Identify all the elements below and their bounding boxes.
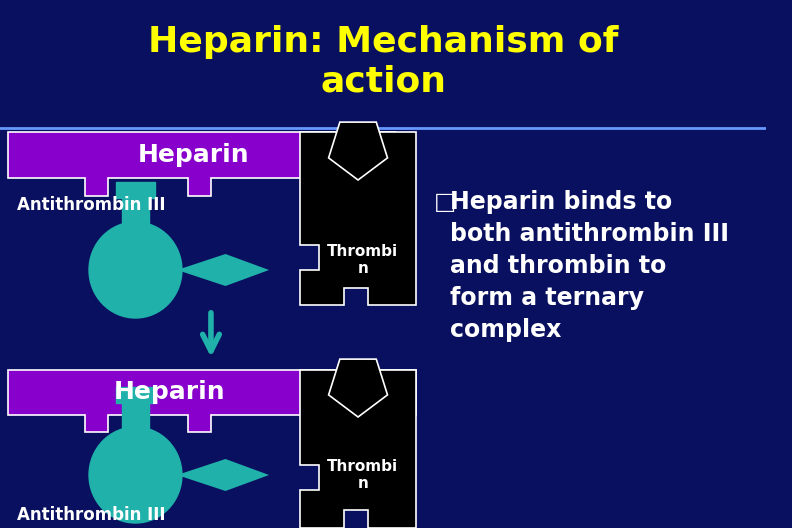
Text: Antithrombin III: Antithrombin III [17, 506, 166, 524]
Text: both antithrombin III: both antithrombin III [450, 222, 729, 246]
Text: Heparin: Heparin [113, 380, 225, 404]
Polygon shape [329, 122, 387, 180]
Bar [122, 194, 149, 224]
Text: form a ternary: form a ternary [450, 286, 644, 310]
Text: complex: complex [450, 318, 562, 342]
Polygon shape [8, 370, 416, 432]
Bar [116, 182, 154, 198]
Bar [116, 387, 154, 403]
Polygon shape [329, 359, 387, 417]
Text: □: □ [433, 190, 456, 214]
Circle shape [89, 427, 182, 523]
Polygon shape [300, 370, 416, 528]
Bar [122, 399, 149, 429]
Text: Heparin binds to: Heparin binds to [450, 190, 672, 214]
Text: Antithrombin III: Antithrombin III [17, 196, 166, 214]
Polygon shape [177, 459, 269, 491]
FancyArrowPatch shape [203, 313, 219, 351]
Text: Heparin: Mechanism of
action: Heparin: Mechanism of action [148, 25, 619, 99]
Text: Heparin: Heparin [138, 143, 249, 167]
Circle shape [89, 222, 182, 318]
Polygon shape [177, 254, 269, 286]
Text: Thrombi
n: Thrombi n [327, 244, 398, 276]
Polygon shape [8, 132, 395, 196]
Text: Thrombi
n: Thrombi n [327, 459, 398, 491]
Polygon shape [300, 132, 416, 305]
Text: and thrombin to: and thrombin to [450, 254, 666, 278]
